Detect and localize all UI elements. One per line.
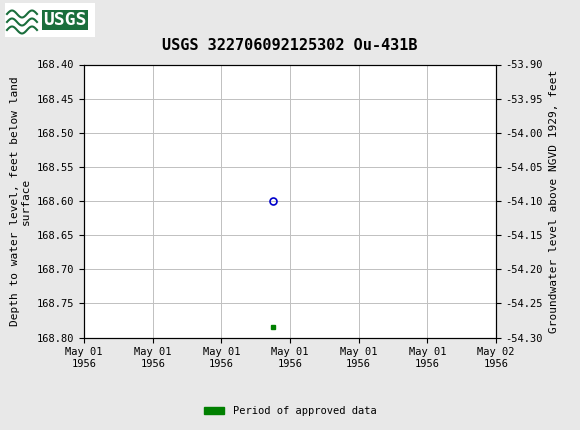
Text: USGS 322706092125302 Ou-431B: USGS 322706092125302 Ou-431B [162, 38, 418, 52]
Text: USGS: USGS [43, 11, 86, 29]
Bar [5, 3, 95, 37]
Legend: Period of approved data: Period of approved data [200, 402, 380, 421]
Y-axis label: Groundwater level above NGVD 1929, feet: Groundwater level above NGVD 1929, feet [549, 69, 559, 333]
Y-axis label: Depth to water level, feet below land
surface: Depth to water level, feet below land su… [10, 76, 31, 326]
